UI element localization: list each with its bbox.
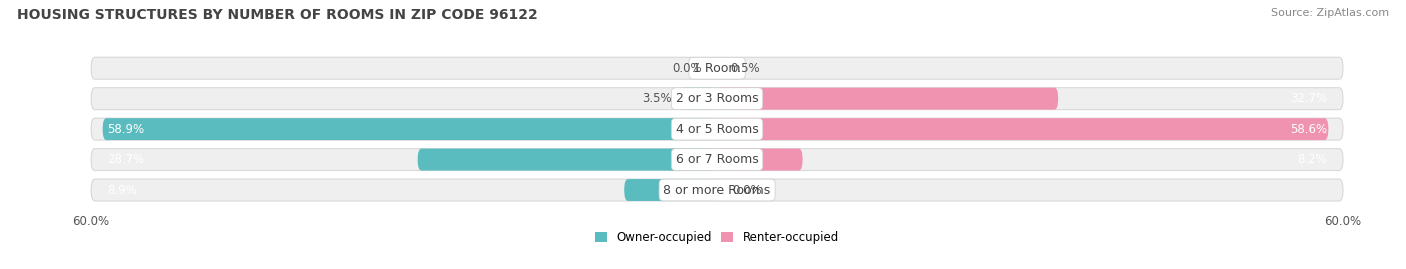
FancyBboxPatch shape (418, 148, 717, 171)
Text: 0.5%: 0.5% (731, 62, 761, 75)
Text: 58.6%: 58.6% (1291, 123, 1327, 136)
FancyBboxPatch shape (91, 118, 1343, 140)
Text: Source: ZipAtlas.com: Source: ZipAtlas.com (1271, 8, 1389, 18)
FancyBboxPatch shape (717, 118, 1329, 140)
FancyBboxPatch shape (717, 88, 1059, 110)
Text: 0.0%: 0.0% (733, 183, 762, 197)
Text: 58.9%: 58.9% (107, 123, 143, 136)
FancyBboxPatch shape (91, 179, 1343, 201)
FancyBboxPatch shape (91, 148, 1343, 171)
FancyBboxPatch shape (624, 179, 717, 201)
Text: 0.0%: 0.0% (672, 62, 702, 75)
Text: 8 or more Rooms: 8 or more Rooms (664, 183, 770, 197)
FancyBboxPatch shape (717, 57, 723, 79)
Text: HOUSING STRUCTURES BY NUMBER OF ROOMS IN ZIP CODE 96122: HOUSING STRUCTURES BY NUMBER OF ROOMS IN… (17, 8, 537, 22)
FancyBboxPatch shape (91, 57, 1343, 79)
Text: 6 or 7 Rooms: 6 or 7 Rooms (676, 153, 758, 166)
Text: 32.7%: 32.7% (1291, 92, 1327, 105)
FancyBboxPatch shape (91, 88, 1343, 110)
FancyBboxPatch shape (103, 118, 717, 140)
Text: 8.2%: 8.2% (1298, 153, 1327, 166)
FancyBboxPatch shape (681, 88, 717, 110)
Text: 1 Room: 1 Room (693, 62, 741, 75)
Text: 2 or 3 Rooms: 2 or 3 Rooms (676, 92, 758, 105)
FancyBboxPatch shape (717, 148, 803, 171)
Text: 3.5%: 3.5% (643, 92, 672, 105)
Legend: Owner-occupied, Renter-occupied: Owner-occupied, Renter-occupied (591, 227, 844, 249)
Text: 28.7%: 28.7% (107, 153, 143, 166)
Text: 8.9%: 8.9% (107, 183, 136, 197)
Text: 4 or 5 Rooms: 4 or 5 Rooms (676, 123, 758, 136)
